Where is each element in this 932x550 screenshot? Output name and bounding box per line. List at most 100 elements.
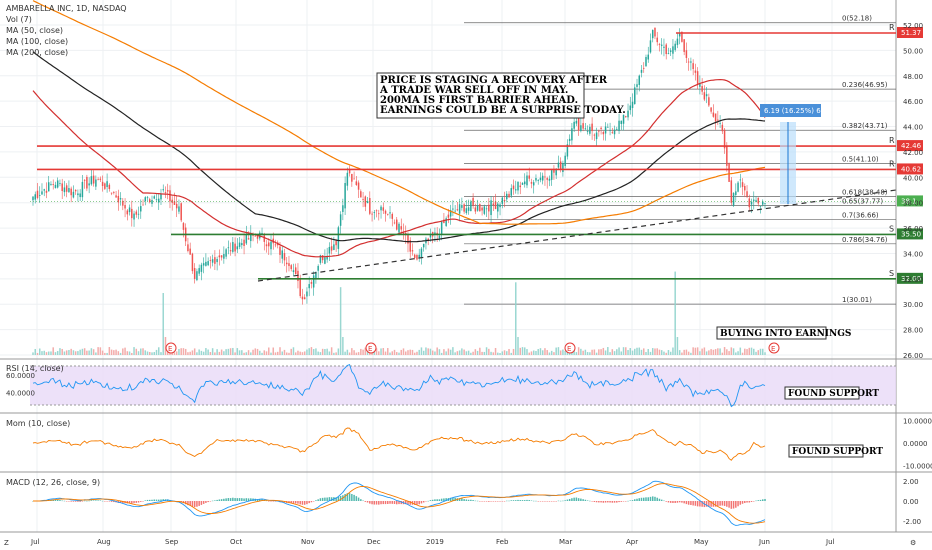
macd-hist-bar [526, 499, 528, 501]
volume-bar [620, 351, 623, 355]
volume-bar [297, 350, 299, 355]
volume-bar [591, 349, 593, 355]
candle-body [593, 134, 596, 136]
candle-body [555, 169, 557, 176]
candle-body [321, 255, 324, 261]
candle-body [521, 182, 524, 185]
macd-hist-bar [431, 499, 434, 501]
candle-body [47, 182, 50, 192]
volume-bar [461, 348, 463, 355]
macd-hist-bar [436, 499, 438, 501]
candle-body [497, 203, 499, 212]
x-tick-label: Jul [30, 538, 40, 546]
earnings-marker[interactable] [165, 342, 177, 354]
earnings-marker[interactable] [564, 342, 576, 354]
candle-body [238, 242, 241, 247]
volume-bar [488, 348, 490, 355]
volume-bar [404, 351, 407, 355]
zoom-glyph[interactable]: Z [4, 539, 9, 547]
macd-hist-bar [515, 500, 517, 501]
candle-body [90, 176, 93, 185]
x-tick-label: Mar [559, 538, 572, 546]
buying-box[interactable] [716, 326, 827, 340]
ma200-line [32, 0, 766, 225]
candle-body [108, 184, 111, 189]
macd-hist-bar [409, 501, 411, 505]
volume-bar [137, 351, 140, 355]
candle-body [762, 201, 764, 205]
candle-body [564, 155, 566, 166]
macd-hist-bar [160, 499, 162, 501]
candle-body [651, 29, 654, 39]
candle-body [548, 178, 551, 181]
candle-body [503, 200, 506, 202]
macd-hist-bar [584, 499, 587, 501]
volume-bar [88, 350, 90, 355]
volume-bar [155, 349, 158, 355]
candle-body [209, 260, 212, 261]
candle-body [205, 261, 207, 266]
macd-hist-bar [95, 500, 97, 501]
volume-bar [357, 352, 360, 355]
macd-hist-bar [483, 501, 486, 502]
main-annotation-box[interactable] [376, 72, 585, 119]
volume-bar [642, 348, 645, 355]
macd-hist-bar [687, 501, 690, 505]
volume-bar [575, 352, 578, 355]
macd-hist-bar [719, 501, 721, 506]
fib-label: 0.7(36.66) [842, 212, 879, 220]
mom-support-box[interactable] [788, 444, 864, 458]
macd-hist-bar [369, 501, 371, 504]
volume-bar [140, 348, 142, 355]
macd-hist-bar [512, 500, 515, 501]
candle-body [70, 188, 72, 196]
volume-bar [149, 351, 151, 355]
candle-body [658, 44, 661, 45]
volume-bar [166, 350, 169, 355]
volume-bar [205, 348, 207, 355]
rsi-support-box[interactable] [784, 386, 860, 400]
volume-bar [703, 347, 706, 355]
earnings-marker[interactable] [768, 342, 780, 354]
macd-hist-bar [83, 500, 86, 502]
macd-hist-bar [634, 499, 636, 501]
candle-body [485, 208, 488, 210]
macd-hist-bar [548, 501, 551, 502]
volume-bar [178, 349, 180, 355]
macd-hist-bar [553, 501, 555, 502]
candle-body [274, 244, 277, 246]
macd-hist-bar [708, 501, 710, 507]
volume-bar [586, 352, 589, 355]
candle-body [229, 250, 232, 252]
candle-body [746, 191, 748, 197]
candle-body [461, 205, 463, 208]
macd-hist-bar [562, 500, 564, 502]
macd-hist-bar [140, 501, 142, 502]
macd-hist-bar [458, 498, 461, 501]
y-tick-label: 30.00 [903, 301, 923, 309]
macd-hist-bar [508, 500, 510, 502]
macd-hist-bar [290, 501, 292, 504]
macd-hist-bar [449, 497, 452, 501]
macd-hist-bar [155, 499, 158, 501]
volume-bar [131, 352, 133, 355]
volume-bar [245, 352, 248, 355]
settings-icon[interactable]: ⚙ [910, 539, 916, 547]
macd-hist-bar [72, 501, 75, 502]
macd-hist-bar [665, 501, 667, 502]
volume-bar [447, 348, 450, 355]
macd-hist-bar [557, 500, 560, 502]
macd-hist-bar [378, 501, 380, 505]
measure-label: 6.19 (16.25%) 619 [764, 107, 830, 115]
volume-bar [290, 348, 292, 355]
volume-bar [32, 352, 34, 355]
candle-body [86, 176, 88, 189]
candle-body [169, 190, 171, 202]
earnings-marker[interactable] [365, 342, 377, 354]
macd-hist-bar [355, 496, 358, 501]
volume-bar [676, 337, 679, 355]
candle-body [553, 170, 555, 173]
macd-hist-bar [602, 501, 605, 503]
candle-body [714, 113, 717, 122]
